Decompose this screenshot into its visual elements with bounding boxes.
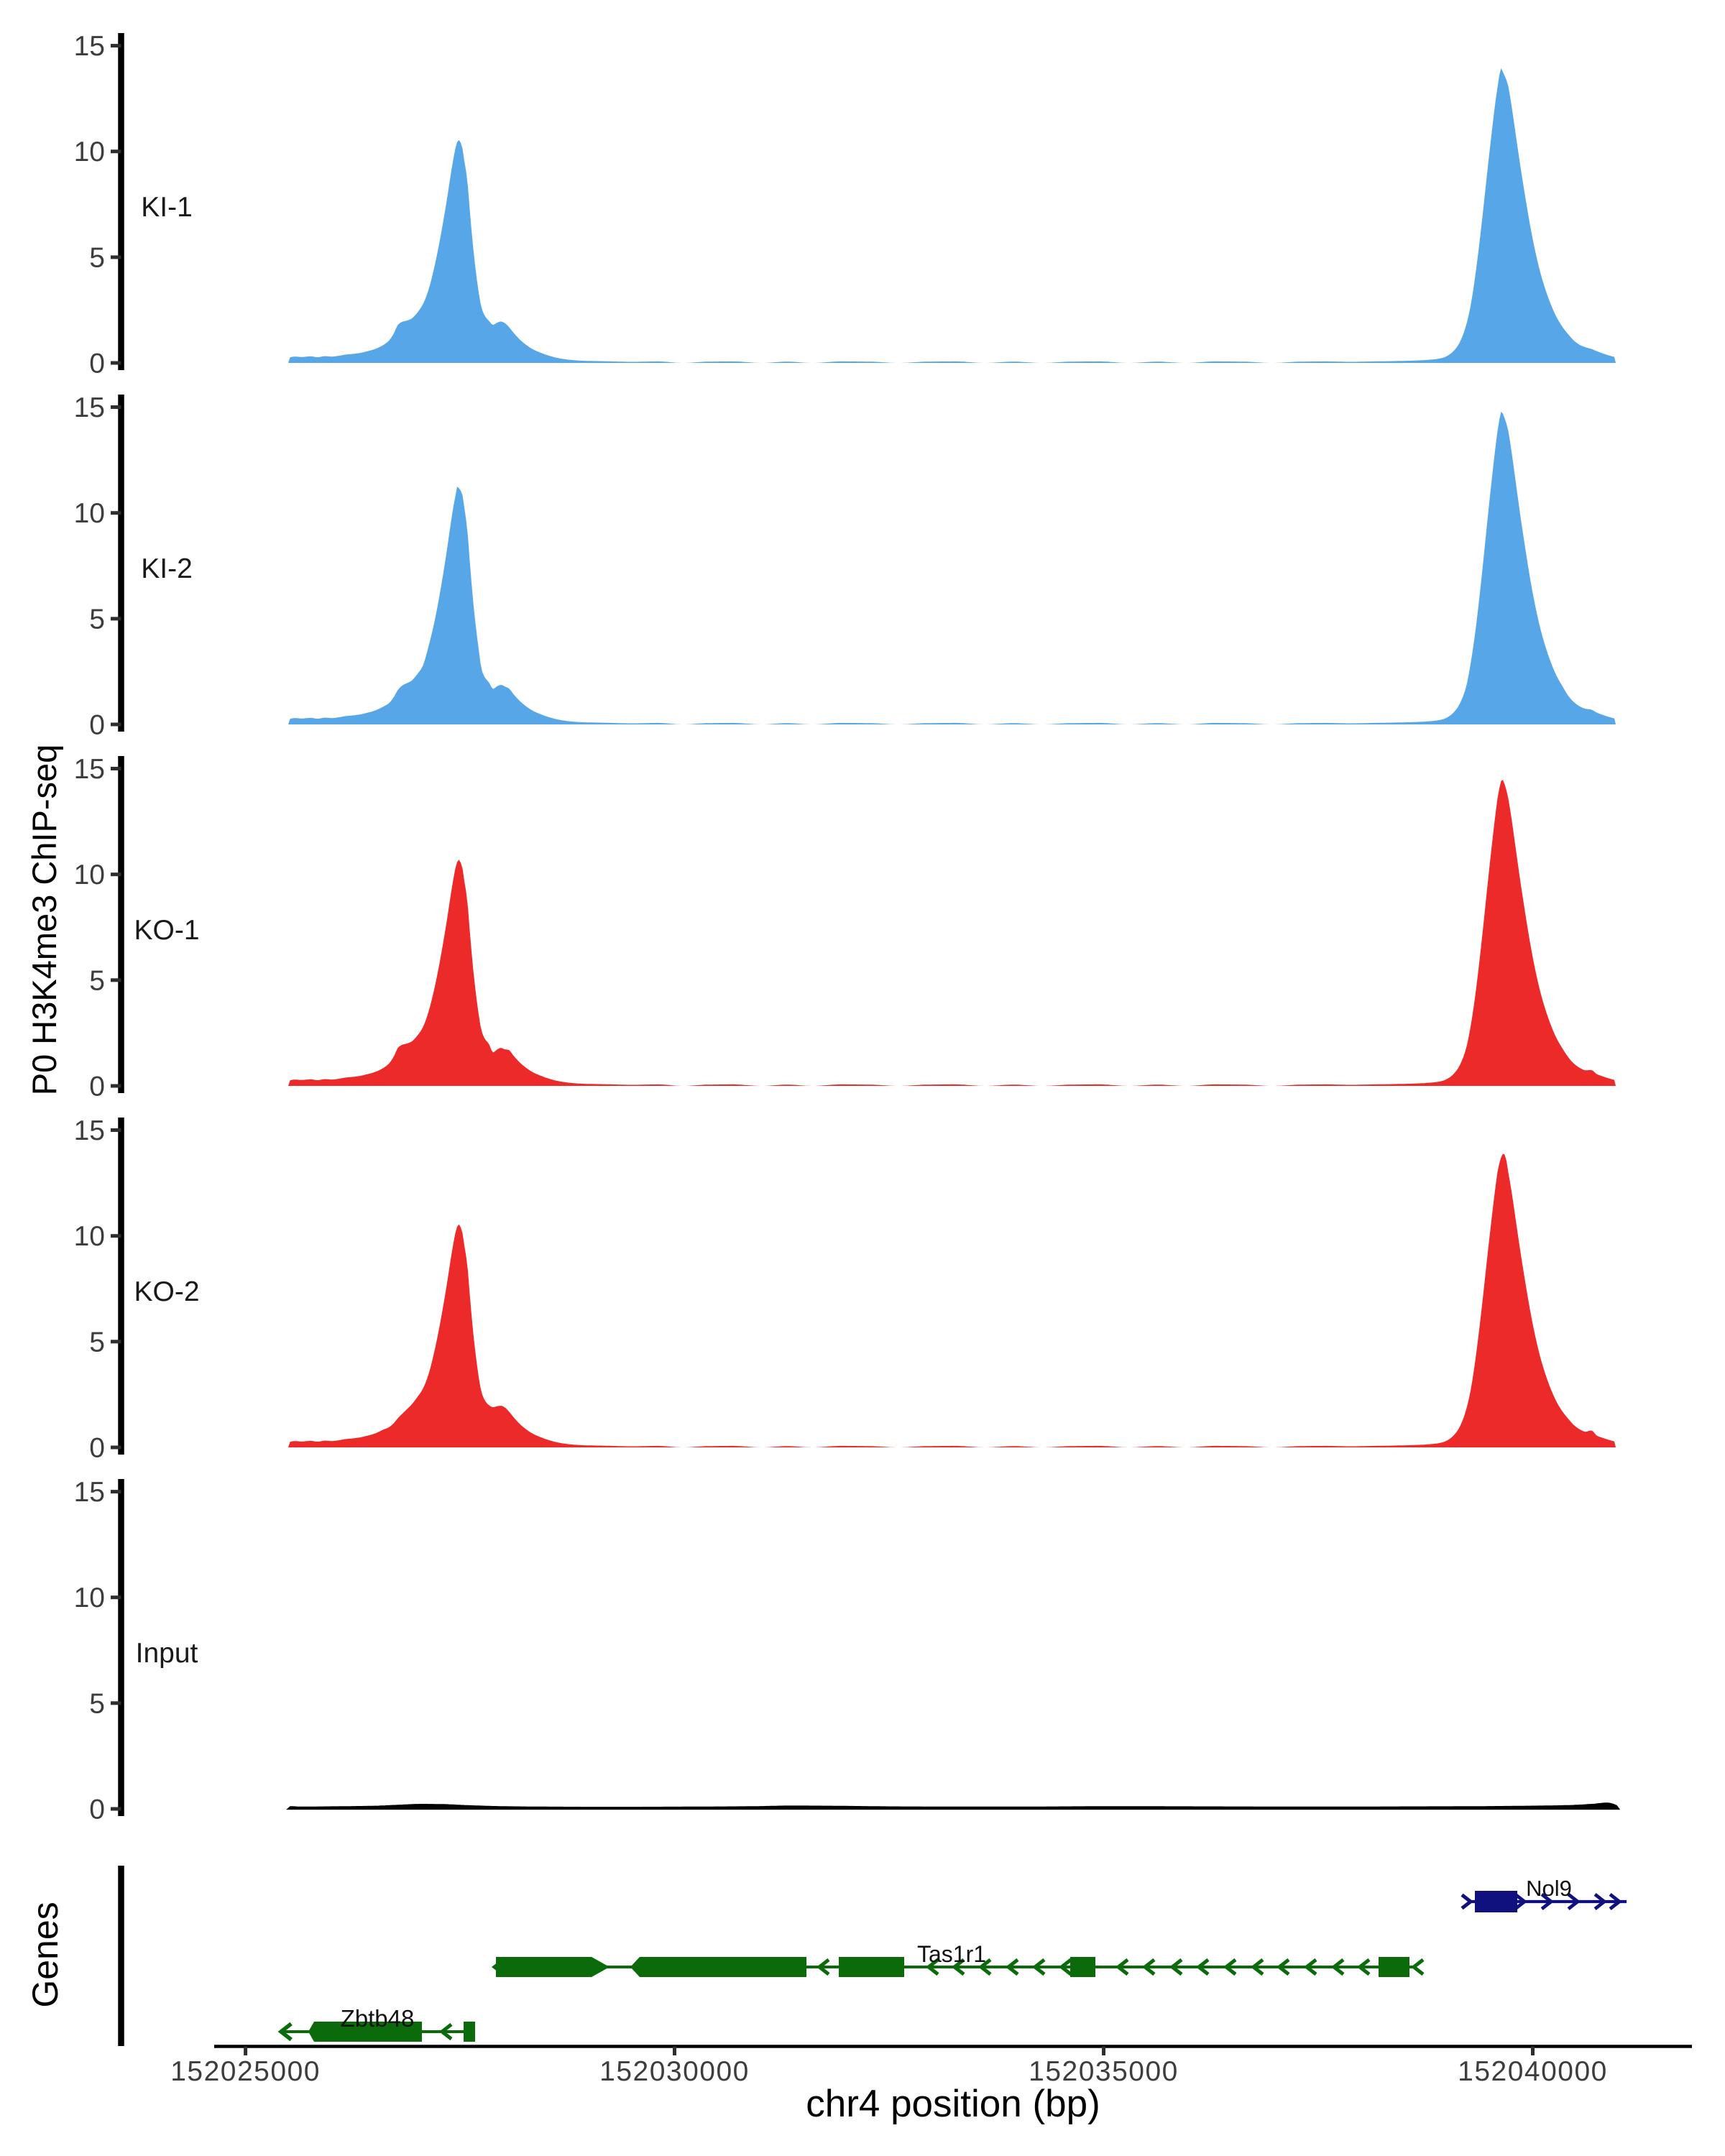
svg-text:5: 5 <box>89 965 105 996</box>
svg-text:0: 0 <box>89 710 105 741</box>
svg-text:P0 H3K4me3 ChIP-seq: P0 H3K4me3 ChIP-seq <box>25 745 63 1096</box>
svg-text:KO-2: KO-2 <box>134 1276 199 1307</box>
svg-text:KI-2: KI-2 <box>141 553 193 584</box>
svg-text:152040000: 152040000 <box>1458 2056 1608 2087</box>
svg-text:0: 0 <box>89 1795 105 1825</box>
svg-text:chr4 position (bp): chr4 position (bp) <box>806 2083 1100 2125</box>
svg-text:5: 5 <box>89 242 105 273</box>
svg-text:5: 5 <box>89 604 105 635</box>
svg-text:15: 15 <box>74 1477 105 1508</box>
svg-text:152025000: 152025000 <box>170 2056 321 2087</box>
svg-text:Genes: Genes <box>25 1902 65 2007</box>
svg-text:KI-1: KI-1 <box>141 192 193 223</box>
svg-text:10: 10 <box>74 498 105 529</box>
svg-text:5: 5 <box>89 1688 105 1719</box>
svg-text:10: 10 <box>74 137 105 167</box>
svg-text:10: 10 <box>74 1221 105 1252</box>
svg-text:152035000: 152035000 <box>1029 2056 1179 2087</box>
svg-text:Input: Input <box>136 1638 198 1669</box>
svg-text:Zbtb48: Zbtb48 <box>341 2005 415 2032</box>
svg-text:Tas1r1: Tas1r1 <box>917 1941 986 1967</box>
svg-text:0: 0 <box>89 1433 105 1464</box>
svg-text:15: 15 <box>74 754 105 785</box>
svg-text:10: 10 <box>74 860 105 890</box>
svg-text:152030000: 152030000 <box>599 2056 750 2087</box>
svg-text:0: 0 <box>89 1072 105 1102</box>
svg-text:15: 15 <box>74 31 105 62</box>
svg-text:15: 15 <box>74 392 105 423</box>
svg-text:15: 15 <box>74 1115 105 1146</box>
svg-text:0: 0 <box>89 349 105 379</box>
svg-text:Nol9: Nol9 <box>1526 1876 1572 1901</box>
svg-text:KO-1: KO-1 <box>134 915 199 946</box>
svg-text:10: 10 <box>74 1583 105 1613</box>
svg-text:5: 5 <box>89 1327 105 1358</box>
